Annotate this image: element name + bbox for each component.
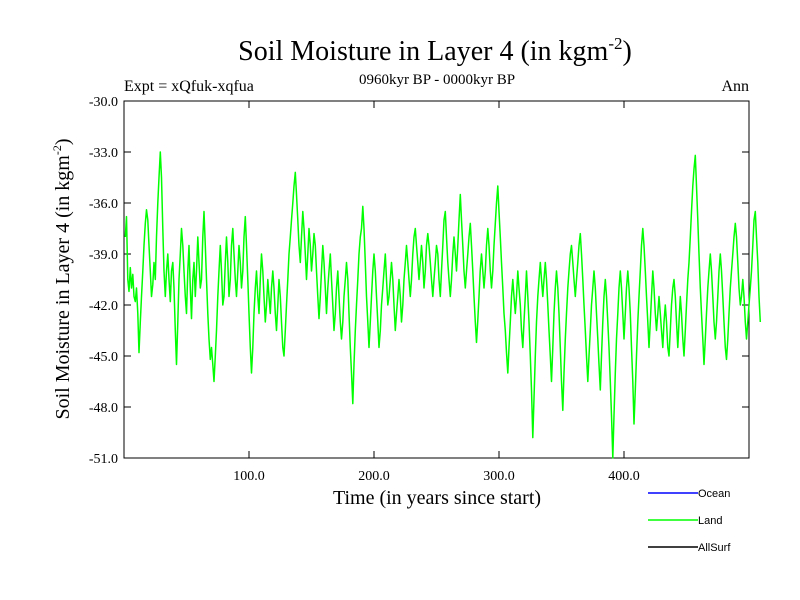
y-tick-label: -30.0	[89, 95, 118, 110]
plot-frame	[123, 100, 750, 459]
y-tick-label: -45.0	[89, 350, 118, 365]
chart-subtitle: 0960kyr BP - 0000kyr BP	[359, 72, 515, 88]
y-tick-label: -42.0	[89, 299, 118, 314]
legend-label-land: Land	[698, 515, 722, 527]
legend: Ocean Land AllSurf	[648, 488, 731, 554]
x-axis-label: Time (in years since start)	[333, 487, 541, 509]
x-tick-label: 300.0	[483, 469, 515, 484]
x-axis-ticks: 100.0 200.0 300.0 400.0	[233, 101, 640, 484]
land-series-line	[124, 151, 762, 459]
y-tick-label: -36.0	[89, 197, 118, 212]
y-tick-label: -33.0	[89, 146, 118, 161]
x-tick-label: 100.0	[233, 469, 265, 484]
legend-label-allsurf: AllSurf	[698, 542, 731, 554]
experiment-label: Expt = xQfuk-xqfua	[124, 78, 254, 95]
y-axis-ticks: -30.0 -33.0 -36.0 -39.0 -42.0 -45.0 -48.0 -51.0	[89, 95, 749, 467]
y-axis-label: Soil Moisture in Layer 4 (in kgm-2)	[50, 138, 74, 419]
legend-label-ocean: Ocean	[698, 488, 730, 500]
y-tick-label: -39.0	[89, 248, 118, 263]
y-tick-label: -51.0	[89, 452, 118, 467]
period-label: Ann	[721, 78, 749, 95]
y-tick-label: -48.0	[89, 401, 118, 416]
x-tick-label: 200.0	[358, 469, 390, 484]
x-tick-label: 400.0	[608, 469, 640, 484]
chart-title: Soil Moisture in Layer 4 (in kgm-2)	[238, 34, 632, 67]
